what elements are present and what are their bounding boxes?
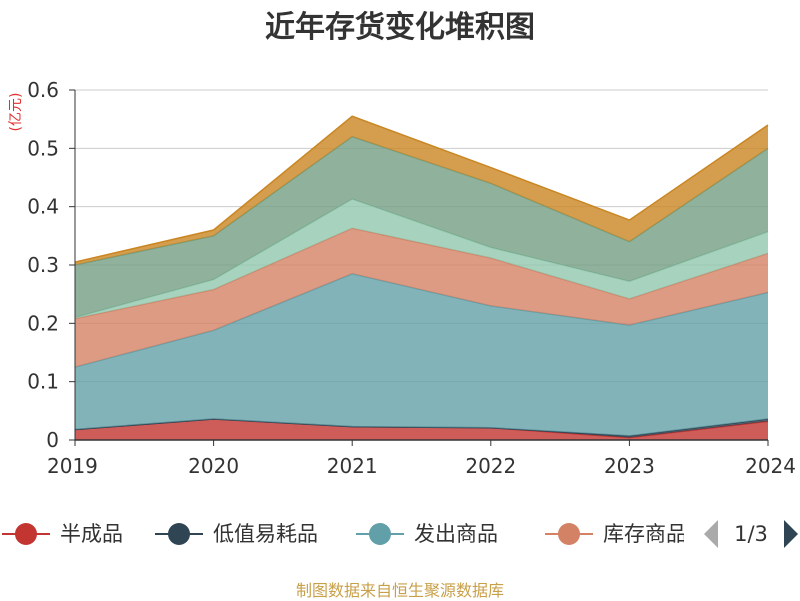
legend-label: 半成品 — [60, 522, 123, 546]
y-axis-unit-label: (亿元) — [8, 93, 24, 132]
legend-page-indicator: 1/3 — [734, 522, 768, 546]
y-tick-label: 0.2 — [27, 311, 59, 335]
chart-title: 近年存货变化堆积图 — [265, 10, 535, 45]
y-tick-label: 0.3 — [27, 253, 59, 277]
y-tick-label: 0.6 — [27, 78, 59, 102]
axes: 0 0.1 0.2 0.3 0.4 0.5 0.6 2019 2020 2021 2022 2023 2… — [27, 78, 796, 478]
area-series — [74, 115, 769, 440]
legend-label: 发出商品 — [414, 522, 498, 546]
legend-label: 库存商品 — [603, 522, 687, 546]
legend-item[interactable]: 半成品 — [2, 522, 123, 546]
x-tick-label: 2023 — [604, 454, 655, 478]
x-tick-label: 2020 — [188, 454, 239, 478]
area-series-2 — [75, 273, 768, 436]
area-series-5 — [75, 136, 768, 318]
y-tick-label: 0 — [46, 428, 59, 452]
area-series-0 — [75, 419, 768, 440]
x-tick-label: 2019 — [47, 454, 98, 478]
x-tick-label: 2022 — [465, 454, 516, 478]
area-series-3 — [75, 228, 768, 368]
legend-marker — [168, 523, 190, 545]
y-tick-label: 0.4 — [27, 195, 59, 219]
area-series-6 — [75, 116, 768, 265]
legend-marker — [558, 523, 580, 545]
legend-marker — [369, 523, 391, 545]
legend-pager[interactable]: 1/3 — [704, 520, 798, 548]
legend-marker — [15, 523, 37, 545]
legend-item[interactable]: 低值易耗品 — [155, 522, 318, 546]
legend-label: 低值易耗品 — [213, 522, 318, 546]
legend-item[interactable]: 库存商品 — [545, 522, 687, 546]
legend[interactable]: 半成品 低值易耗品 发出商品 库存商品 — [2, 522, 687, 546]
x-tick-label: 2024 — [745, 454, 796, 478]
x-tick-label: 2021 — [327, 454, 378, 478]
data-source-note: 制图数据来自恒生聚源数据库 — [295, 581, 504, 600]
area-series-line-6 — [74, 115, 769, 263]
legend-next-arrow-icon[interactable] — [784, 520, 798, 548]
y-tick-label: 0.5 — [27, 136, 59, 160]
legend-prev-arrow-icon[interactable] — [704, 520, 718, 548]
y-tick-label: 0.1 — [27, 370, 59, 394]
legend-item[interactable]: 发出商品 — [356, 522, 498, 546]
